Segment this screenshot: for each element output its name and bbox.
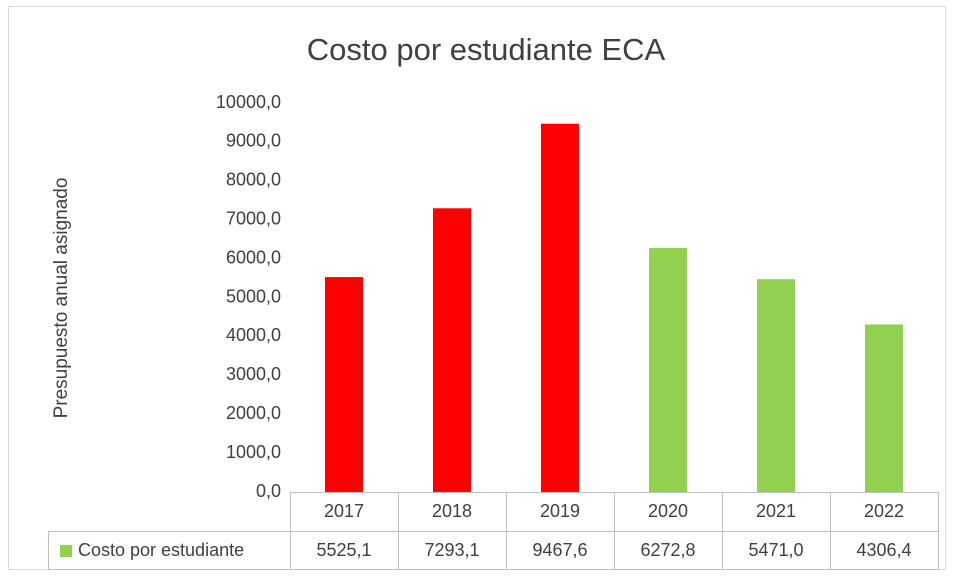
data-table-value: 5471,0 <box>748 540 803 560</box>
y-tick-label: 6000,0 <box>226 247 281 267</box>
chart-title: Costo por estudiante ECA <box>307 32 666 67</box>
y-tick-label: 10000,0 <box>216 92 281 112</box>
data-table-value: 5525,1 <box>316 540 371 560</box>
bar <box>649 247 687 492</box>
legend-label: Costo por estudiante <box>78 540 244 560</box>
y-tick-label: 0,0 <box>256 481 281 501</box>
x-tick-label: 2019 <box>540 501 580 521</box>
y-tick-label: 4000,0 <box>226 325 281 345</box>
x-tick-label: 2020 <box>648 501 688 521</box>
y-tick-label: 2000,0 <box>226 403 281 423</box>
bar <box>865 324 903 492</box>
bar <box>541 123 579 492</box>
data-table-value: 7293,1 <box>424 540 479 560</box>
bar <box>433 208 471 493</box>
y-tick-label: 7000,0 <box>226 208 281 228</box>
y-axis-label: Presupuesto anual asignado <box>51 178 72 419</box>
bar <box>757 279 795 492</box>
data-table-value: 6272,8 <box>640 540 695 560</box>
y-tick-label: 9000,0 <box>226 131 281 151</box>
x-tick-label: 2022 <box>864 501 904 521</box>
x-tick-label: 2018 <box>432 501 472 521</box>
data-table-value: 9467,6 <box>532 540 587 560</box>
y-tick-label: 8000,0 <box>226 170 281 190</box>
legend-key <box>60 545 72 557</box>
x-tick-label: 2021 <box>756 501 796 521</box>
chart-border <box>8 6 946 570</box>
data-table-value: 4306,4 <box>856 540 911 560</box>
x-tick-label: 2017 <box>324 501 364 521</box>
bar <box>325 277 363 492</box>
y-tick-label: 3000,0 <box>226 364 281 384</box>
y-tick-label: 5000,0 <box>226 286 281 306</box>
y-tick-label: 1000,0 <box>226 442 281 462</box>
